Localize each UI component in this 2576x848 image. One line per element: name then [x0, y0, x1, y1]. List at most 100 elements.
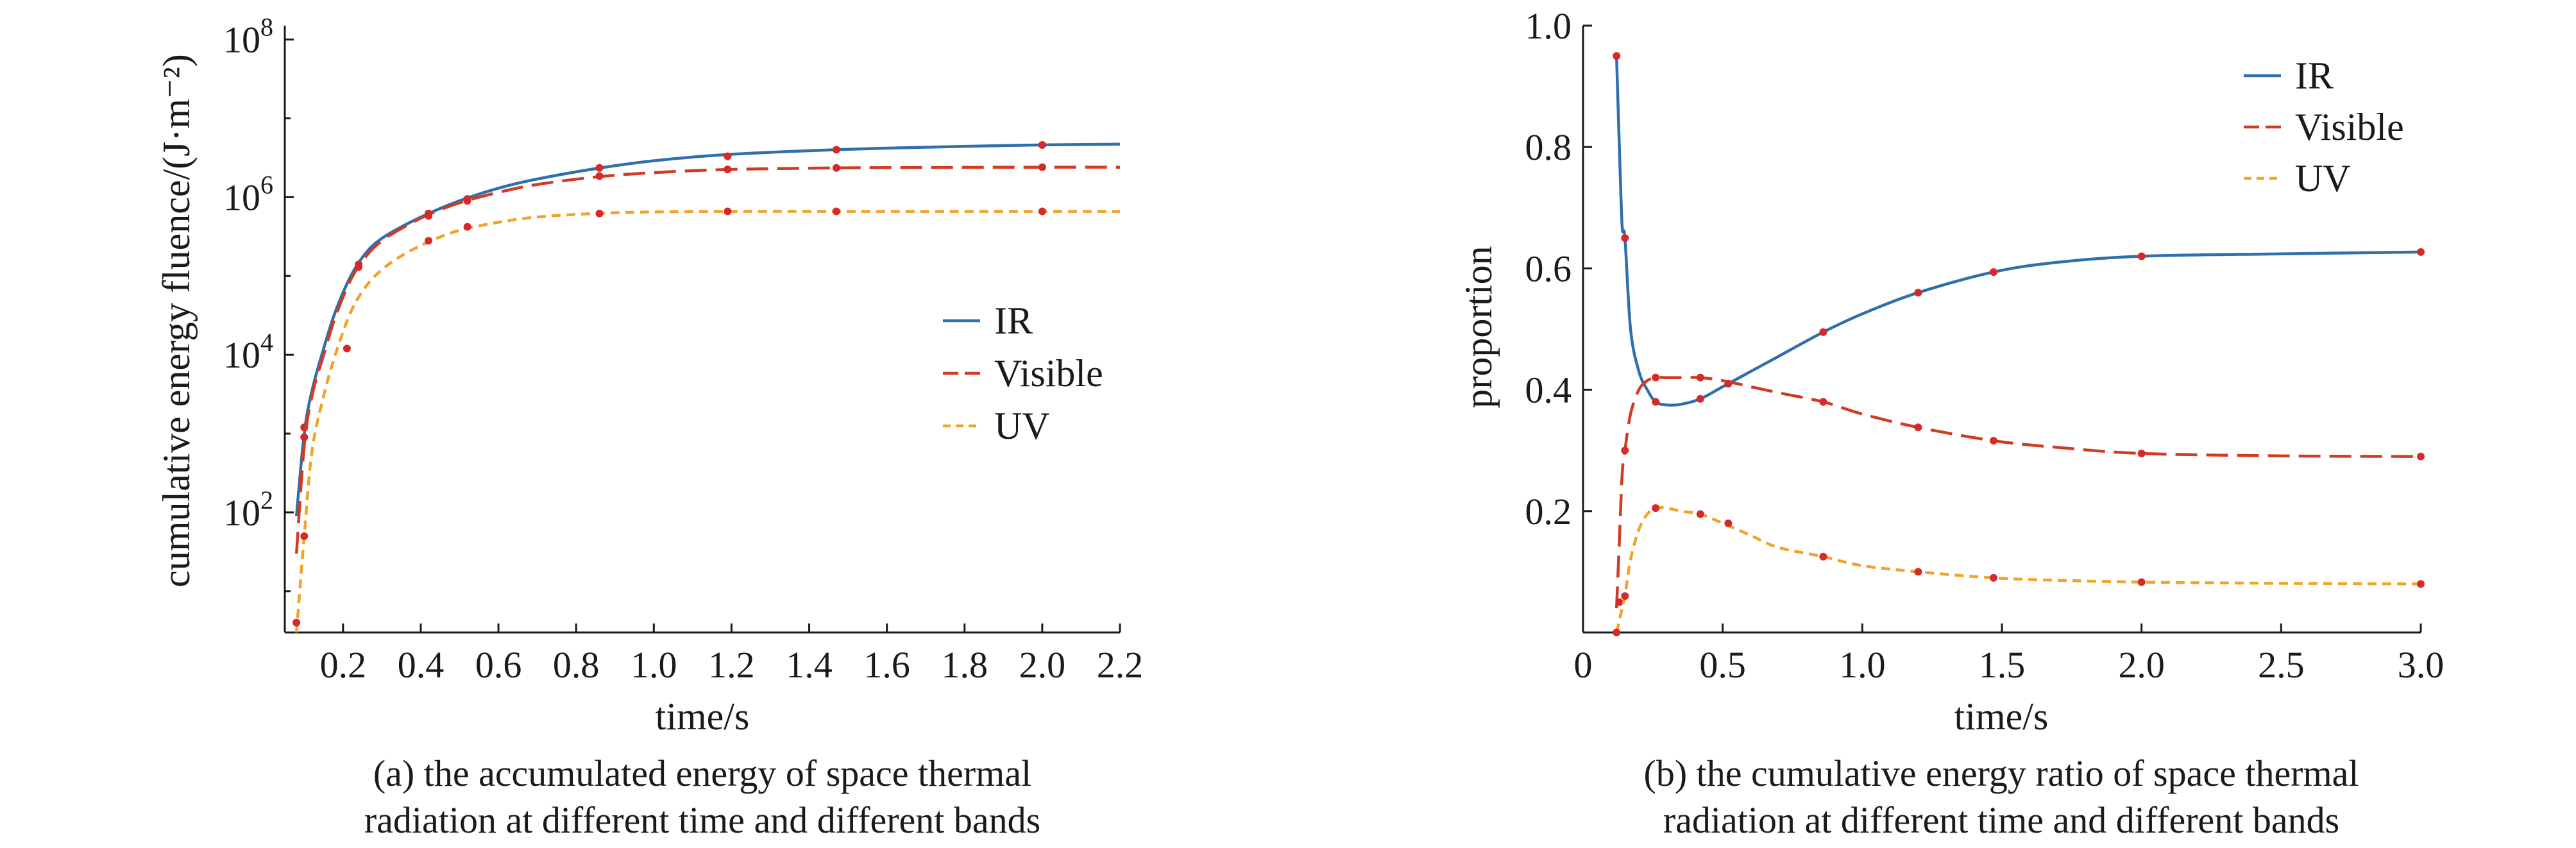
data-point-visible — [425, 212, 433, 220]
data-point-uv — [595, 209, 604, 217]
chart-panel-a: 0.2 0.4 0.6 0.8 1.0 1.2 1.4 1.6 1.8 2.0 2.2 102 104… — [155, 13, 1143, 841]
x-tick-label: 1.6 — [863, 644, 910, 686]
y-tick-label: 0.6 — [1525, 248, 1572, 289]
data-point-ir — [2417, 248, 2425, 256]
x-tick-label: 1.0 — [631, 644, 677, 686]
data-point-visible — [2137, 449, 2146, 457]
data-point-uv — [1613, 629, 1621, 636]
data-point-ir — [1038, 140, 1046, 149]
data-point-uv — [2137, 578, 2146, 586]
data-point-uv — [2417, 580, 2425, 588]
data-point-visible — [1989, 437, 1997, 445]
x-tick-label: 2.5 — [2258, 644, 2305, 686]
data-point-uv — [832, 207, 840, 216]
data-point-visible — [1914, 423, 1922, 432]
data-point-uv — [1652, 504, 1660, 513]
y-tick-label: 1.0 — [1525, 5, 1572, 47]
y-minor-ticks-a — [285, 117, 291, 593]
data-point-visible — [355, 263, 363, 271]
data-point-visible — [300, 433, 309, 441]
series-line-visible — [1614, 376, 2421, 609]
series-line-visible — [294, 165, 1121, 554]
y-tick-label: 104 — [223, 328, 273, 376]
data-point-ir — [1652, 398, 1660, 406]
y-tick-label: 0.8 — [1525, 126, 1572, 168]
data-point-ir — [1621, 234, 1629, 242]
x-ticks-b: 0 0.5 1.0 1.5 2.0 2.5 3.0 — [1574, 623, 2445, 686]
x-tick-label: 1.5 — [1979, 644, 2026, 686]
data-point-uv — [292, 618, 301, 627]
series-line-uv — [1615, 505, 2421, 633]
x-tick-label: 0.4 — [398, 644, 445, 686]
x-tick-label: 3.0 — [2398, 644, 2445, 686]
series-line-ir — [294, 142, 1121, 516]
x-tick-label: 1.0 — [1839, 644, 1886, 686]
data-point-uv — [1696, 510, 1704, 518]
legend-a: IR Visible UV — [943, 300, 1103, 447]
x-tick-label: 2.2 — [1097, 644, 1144, 686]
data-point-visible — [595, 172, 604, 180]
data-point-uv — [463, 223, 471, 231]
y-tick-label: 0.4 — [1525, 369, 1572, 411]
y-tick-label: 102 — [223, 486, 273, 534]
data-point-uv — [724, 207, 732, 216]
data-point-uv — [1819, 552, 1827, 561]
series-group-a — [292, 140, 1121, 633]
data-point-visible — [724, 165, 732, 174]
x-tick-label: 0.6 — [475, 644, 522, 686]
y-ticks-a: 102 104 106 108 — [223, 13, 294, 534]
x-axis-label-b: time/s — [1954, 695, 2049, 738]
legend-b: IR Visible UV — [2244, 55, 2404, 199]
x-tick-label: 1.2 — [708, 644, 755, 686]
x-ticks-a: 0.2 0.4 0.6 0.8 1.0 1.2 1.4 1.6 1.8 2.0 2.2 — [320, 623, 1144, 686]
data-point-uv — [1914, 568, 1922, 576]
x-tick-label: 2.0 — [2118, 644, 2165, 686]
legend-label-visible: Visible — [2295, 106, 2404, 148]
data-point-visible — [1819, 398, 1827, 406]
x-tick-label: 0.2 — [320, 644, 367, 686]
legend-label-uv: UV — [2295, 157, 2351, 199]
data-point-ir — [1989, 268, 1997, 276]
data-point-uv — [300, 532, 309, 540]
data-point-visible — [463, 197, 471, 205]
legend-label-visible: Visible — [994, 352, 1103, 394]
x-axis-label-a: time/s — [656, 695, 750, 738]
data-point-visible — [1038, 163, 1046, 171]
data-point-ir — [1914, 289, 1922, 297]
data-point-ir — [595, 164, 604, 172]
data-point-ir — [1819, 328, 1827, 336]
legend-label-uv: UV — [994, 405, 1050, 447]
data-point-ir — [2137, 252, 2146, 260]
x-tick-label: 1.4 — [786, 644, 833, 686]
x-tick-label: 2.0 — [1019, 644, 1066, 686]
x-tick-label: 1.8 — [942, 644, 988, 686]
axes-a — [284, 26, 1120, 634]
data-point-ir — [724, 152, 732, 160]
y-axis-label-a: cumulative energy fluence/(J·m⁻²) — [155, 54, 198, 588]
series-group-b — [1613, 52, 2425, 636]
x-tick-label: 0.5 — [1699, 644, 1746, 686]
y-ticks-b: 0.2 0.4 0.6 0.8 1.0 — [1525, 5, 1592, 532]
chart-panel-b: 0 0.5 1.0 1.5 2.0 2.5 3.0 0.2 0.4 0.6 0.8 1.0 IR Vi… — [1457, 5, 2444, 841]
data-point-uv — [1038, 207, 1046, 216]
series-line-uv — [294, 210, 1120, 633]
data-point-visible — [1652, 373, 1660, 382]
data-point-visible — [1621, 446, 1629, 455]
caption-b-line-1: (b) the cumulative energy ratio of space… — [1644, 752, 2359, 794]
data-point-uv — [425, 237, 433, 245]
legend-label-ir: IR — [2295, 55, 2334, 97]
data-point-uv — [343, 344, 351, 353]
data-point-uv — [1989, 573, 1997, 582]
legend-label-ir: IR — [994, 300, 1033, 342]
data-point-uv — [1724, 519, 1733, 527]
data-point-visible — [832, 164, 840, 172]
caption-a-line-2: radiation at different time and differen… — [364, 799, 1040, 841]
data-point-visible — [1724, 380, 1733, 388]
y-tick-label: 106 — [223, 170, 273, 218]
x-tick-label: 0.8 — [553, 644, 600, 686]
caption-b-line-2: radiation at different time and differen… — [1663, 799, 2339, 841]
caption-a-line-1: (a) the accumulated energy of space ther… — [373, 752, 1031, 794]
y-tick-label: 108 — [223, 13, 273, 61]
data-point-ir — [1613, 52, 1621, 60]
